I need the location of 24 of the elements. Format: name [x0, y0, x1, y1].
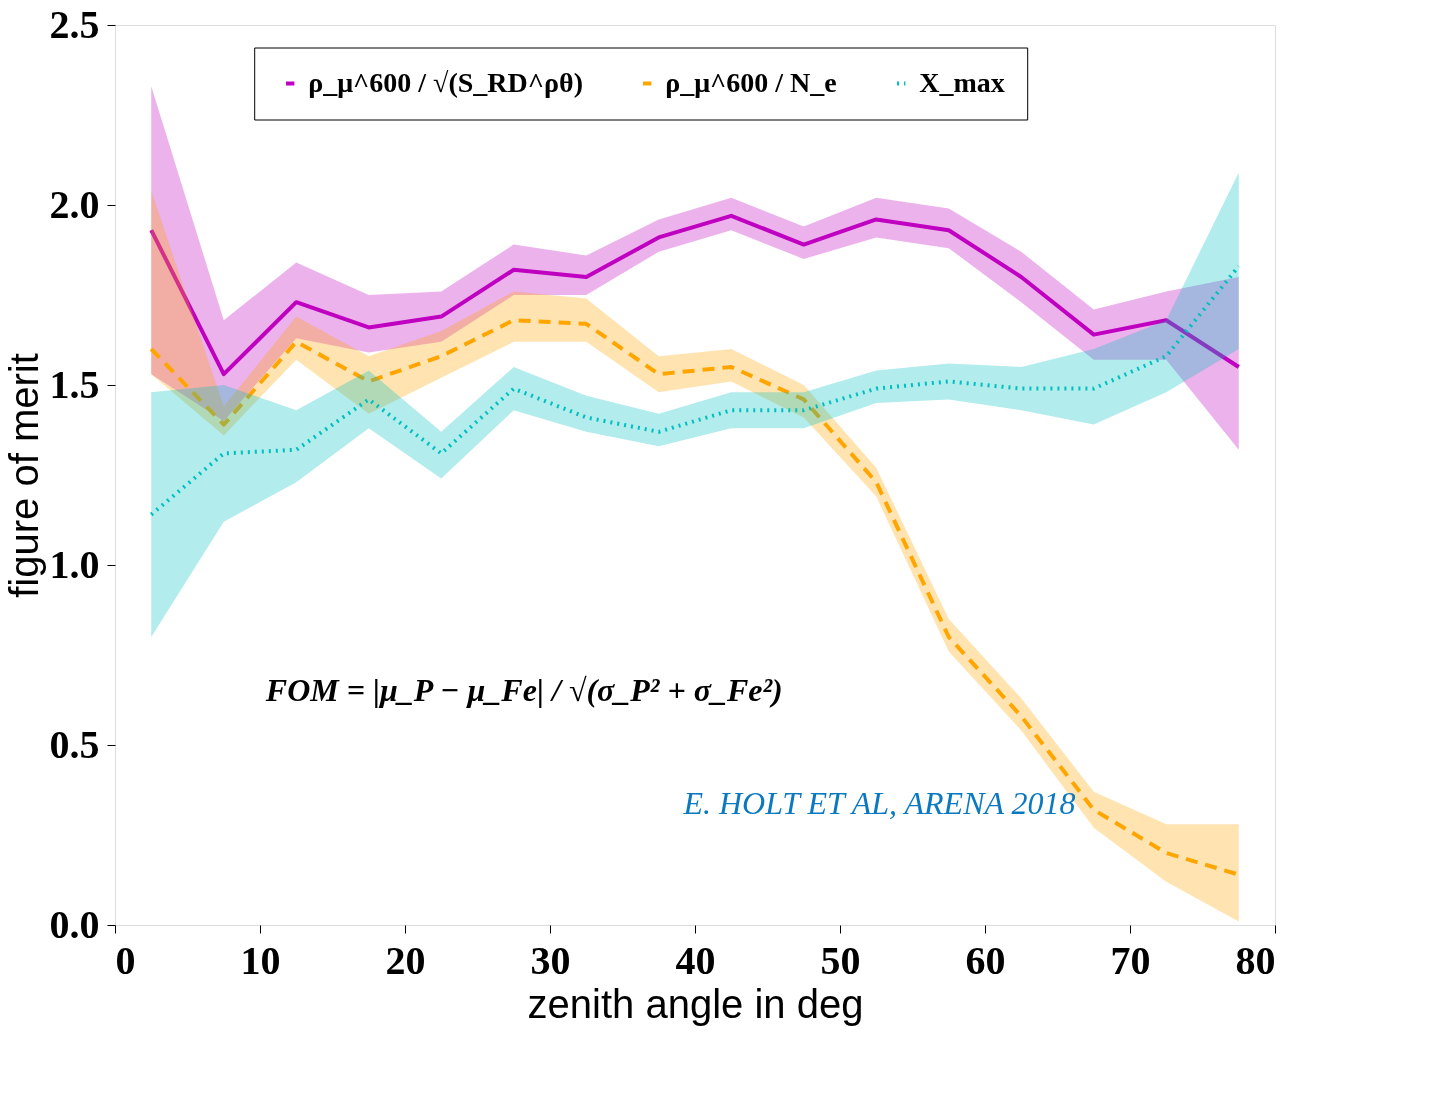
y-tick-label: 0.5 [49, 721, 100, 767]
x-tick-label: 80 [1235, 937, 1276, 983]
line-series [149, 213, 1241, 377]
annotation: E. HOLT ET AL, ARENA 2018 [682, 784, 1076, 821]
x-axis-title: zenith angle in deg [527, 981, 864, 1026]
x-tick-label: 40 [675, 937, 716, 983]
x-tick-label: 0 [115, 937, 136, 983]
x-tick-label: 30 [530, 937, 571, 983]
legend-label: ρ_μ^600 / √(S_RD^ρθ) [308, 66, 584, 98]
line-series [149, 264, 1241, 517]
y-tick-label: 2.5 [49, 1, 100, 47]
x-tick-label: 60 [965, 937, 1006, 983]
y-axis-title: figure of merit [1, 353, 46, 598]
legend-label: X_max [919, 66, 1005, 98]
x-tick-label: 50 [820, 937, 861, 983]
y-tick-label: 2.0 [49, 181, 100, 227]
x-tick-label: 20 [385, 937, 426, 983]
legend-label: ρ_μ^600 / N_e [665, 66, 837, 98]
x-tick-label: 10 [240, 937, 281, 983]
y-tick-label: 1.5 [49, 361, 100, 407]
y-tick-label: 0.0 [49, 901, 100, 947]
annotation: FOM = |μ_P − μ_Fe| / √(σ_P² + σ_Fe²) [264, 672, 783, 708]
x-tick-label: 70 [1110, 937, 1151, 983]
y-tick-label: 1.0 [49, 541, 100, 587]
